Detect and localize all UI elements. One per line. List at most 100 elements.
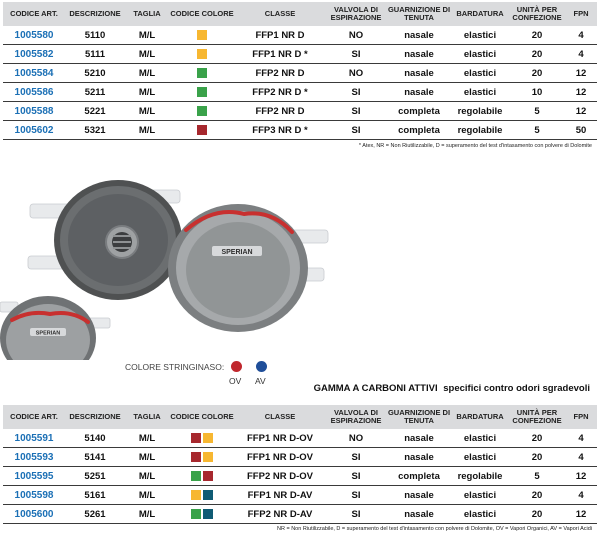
cell-valve: NO — [325, 63, 387, 83]
cell-size: M/L — [125, 120, 169, 140]
mask-with-valve — [27, 180, 182, 300]
cell-code: 1005584 — [3, 63, 65, 83]
cell-seal: completa — [387, 101, 451, 121]
color-swatch-teal — [203, 508, 213, 519]
color-swatch-darkred — [203, 470, 213, 481]
cell-fpn: 4 — [565, 429, 597, 448]
table-row: 1005598 5161 M/L FFP1 NR D-AV SI nasale elasti… — [3, 485, 597, 505]
cell-band: regolabile — [451, 101, 509, 121]
color-swatch-green — [197, 105, 207, 116]
cell-seal: nasale — [387, 504, 451, 524]
header-class: CLASSE — [235, 2, 325, 26]
cell-description: 5161 — [65, 485, 125, 505]
color-swatch-darkred — [197, 124, 207, 135]
cell-color-code — [169, 504, 235, 524]
cell-color-code — [169, 466, 235, 486]
cell-fpn: 50 — [565, 120, 597, 140]
header-color-code: CODICE COLORE — [169, 2, 235, 26]
table-row: 1005582 5111 M/L FFP1 NR D * SI nasale elastic… — [3, 44, 597, 64]
table-row: 1005588 5221 M/L FFP2 NR D SI completa regolab… — [3, 101, 597, 121]
color-swatch-darkred — [191, 432, 201, 443]
cell-class: FFP2 NR D-OV — [235, 466, 325, 486]
cell-size: M/L — [125, 485, 169, 505]
header-valve: VALVOLA DI ESPIRAZIONE — [325, 2, 387, 26]
cell-band: elastici — [451, 26, 509, 45]
cell-size: M/L — [125, 101, 169, 121]
header-color-code: CODICE COLORE — [169, 405, 235, 429]
cell-units: 5 — [509, 101, 565, 121]
cell-size: M/L — [125, 429, 169, 448]
cell-fpn: 4 — [565, 44, 597, 64]
color-swatch-orange — [203, 432, 213, 443]
cell-code: 1005602 — [3, 120, 65, 140]
cell-code: 1005591 — [3, 429, 65, 448]
respirator-masks-image: SPERIAN SPERIAN — [0, 180, 329, 360]
av-label: AV — [255, 376, 266, 386]
cell-size: M/L — [125, 466, 169, 486]
cell-units: 20 — [509, 504, 565, 524]
cell-seal: completa — [387, 466, 451, 486]
header-units: UNITÀ PER CONFEZIONE — [509, 2, 565, 26]
cell-description: 5211 — [65, 82, 125, 102]
header-description: DESCRIZIONE — [65, 2, 125, 26]
cell-band: elastici — [451, 63, 509, 83]
table-row: 1005602 5321 M/L FFP3 NR D * SI completa regol… — [3, 120, 597, 140]
cell-fpn: 12 — [565, 82, 597, 102]
cell-band: regolabile — [451, 466, 509, 486]
cell-band: elastici — [451, 44, 509, 64]
cell-valve: SI — [325, 504, 387, 524]
cell-band: regolabile — [451, 120, 509, 140]
cell-band: elastici — [451, 447, 509, 467]
cell-size: M/L — [125, 447, 169, 467]
cell-code: 1005595 — [3, 466, 65, 486]
cell-code: 1005586 — [3, 82, 65, 102]
cell-seal: nasale — [387, 429, 451, 448]
cell-units: 20 — [509, 63, 565, 83]
cell-units: 10 — [509, 82, 565, 102]
cell-seal: nasale — [387, 63, 451, 83]
cell-size: M/L — [125, 82, 169, 102]
cell-class: FFP3 NR D * — [235, 120, 325, 140]
cell-band: elastici — [451, 82, 509, 102]
cell-units: 20 — [509, 44, 565, 64]
table-footnote-activated-carbon: NR = Non Riutilizzabile, D = superamento… — [276, 526, 592, 532]
cell-color-code — [169, 26, 235, 45]
cell-seal: nasale — [387, 26, 451, 45]
cell-color-code — [169, 120, 235, 140]
table-header-row: CODICE ART. DESCRIZIONE TAGLIA CODICE CO… — [3, 405, 597, 429]
header-band: BARDATURA — [451, 405, 509, 429]
header-seal: GUARNIZIONE DI TENUTA — [387, 405, 451, 429]
header-class: CLASSE — [235, 405, 325, 429]
cell-units: 5 — [509, 120, 565, 140]
cell-color-code — [169, 447, 235, 467]
color-swatch-teal — [203, 489, 213, 500]
cell-description: 5141 — [65, 447, 125, 467]
cell-class: FFP1 NR D * — [235, 44, 325, 64]
mask-small: SPERIAN — [0, 296, 111, 360]
cell-fpn: 4 — [565, 485, 597, 505]
cell-valve: SI — [325, 485, 387, 505]
legend-label: COLORE STRINGINASO: — [125, 362, 225, 372]
color-swatch-green — [197, 67, 207, 78]
product-table-activated-carbon: CODICE ART. DESCRIZIONE TAGLIA CODICE CO… — [3, 405, 597, 524]
cell-units: 5 — [509, 466, 565, 486]
color-swatch-orange — [197, 29, 207, 40]
header-units: UNITÀ PER CONFEZIONE — [509, 405, 565, 429]
section-title-main: GAMMA A CARBONI ATTIVI — [313, 383, 438, 394]
cell-units: 20 — [509, 429, 565, 448]
cell-code: 1005588 — [3, 101, 65, 121]
table-row: 1005586 5211 M/L FFP2 NR D * SI nasale elastic… — [3, 82, 597, 102]
section-title-activated-carbon: GAMMA A CARBONI ATTIVI specifici contro … — [314, 383, 590, 394]
cell-class: FFP1 NR D-OV — [235, 429, 325, 448]
cell-units: 20 — [509, 447, 565, 467]
cell-color-code — [169, 485, 235, 505]
cell-valve: SI — [325, 101, 387, 121]
cell-class: FFP2 NR D — [235, 63, 325, 83]
cell-valve: SI — [325, 82, 387, 102]
cell-description: 5111 — [65, 44, 125, 64]
cell-color-code — [169, 44, 235, 64]
cell-color-code — [169, 63, 235, 83]
av-color-dot — [256, 361, 267, 372]
cell-size: M/L — [125, 504, 169, 524]
color-swatch-darkred — [191, 451, 201, 462]
